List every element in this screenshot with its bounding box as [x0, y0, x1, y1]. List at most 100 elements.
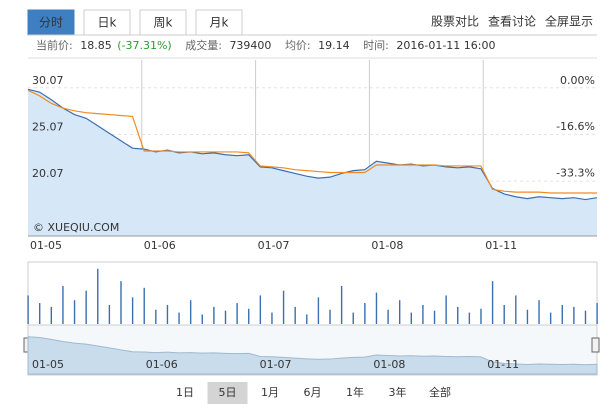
volume-bar [85, 290, 87, 324]
x-tick-label: 01-06 [144, 239, 176, 252]
y2-tick-label: -33.3% [556, 166, 595, 179]
volume-bar [306, 314, 308, 324]
volume-bar [236, 303, 238, 324]
volume-bar [364, 303, 366, 324]
info-label: 时间: [363, 39, 389, 52]
tab[interactable]: 分时 [39, 16, 63, 30]
volume-bar [526, 309, 529, 324]
volume-bar [213, 306, 215, 324]
volume-bar [248, 308, 250, 324]
volume-bar [329, 309, 331, 324]
volume-bar [445, 295, 447, 324]
volume-bar [120, 281, 122, 324]
x-tick-label: 01-05 [30, 239, 62, 252]
navigator-handle[interactable] [591, 337, 600, 353]
volume-bar [317, 297, 320, 324]
info-value: 739400 [229, 39, 271, 52]
volume-bar [433, 310, 436, 324]
tab-box[interactable] [27, 9, 75, 36]
volume-bar [352, 312, 354, 324]
volume-bar [468, 312, 471, 324]
volume-bar [573, 306, 575, 324]
info-value: 19.14 [318, 39, 350, 52]
price-line [27, 89, 597, 194]
link[interactable]: 查看讨论 [488, 15, 536, 29]
volume-bar [480, 308, 482, 324]
volume-bar [398, 300, 401, 324]
range-button[interactable]: 全部 [429, 385, 451, 399]
info-value: 2016-01-11 16:00 [396, 39, 495, 52]
info-label: 均价: [285, 39, 311, 52]
price-line [27, 88, 598, 201]
volume-bar [108, 304, 111, 324]
y2-tick-label: 0.00% [560, 74, 595, 87]
link[interactable]: 股票对比 [431, 15, 479, 29]
volume-bar [39, 303, 41, 324]
volume-bar [549, 312, 552, 324]
range-button[interactable]: 6月 [304, 386, 322, 399]
x-tick-label: 01-11 [485, 239, 517, 252]
volume-bar [340, 285, 343, 324]
navigator-label: 01-05 [32, 358, 64, 371]
volume-bar [422, 304, 424, 324]
tab[interactable]: 日k [98, 16, 117, 30]
volume-bar [282, 290, 285, 324]
volume-bar [50, 306, 53, 324]
volume-bar [143, 287, 145, 324]
range-button[interactable]: 1月 [261, 386, 279, 399]
volume-bar [131, 297, 134, 324]
volume-bar [387, 309, 389, 324]
navigator-area [27, 336, 598, 375]
volume-bar [457, 306, 459, 324]
volume-bar [155, 309, 157, 324]
volume-bar [73, 300, 76, 324]
info-label: 成交量: [185, 38, 222, 52]
y2-tick-label: -16.6% [556, 120, 595, 133]
tab[interactable]: 月k [210, 16, 229, 30]
volume-bar [201, 314, 203, 324]
info-label: 当前价: 18.85 (-37.31%) 成交量: 739400 均价: 19.… [36, 38, 496, 52]
tab-box[interactable] [195, 9, 243, 36]
navigator-label: 01-07 [260, 358, 292, 371]
volume-bar [178, 312, 180, 324]
volume-bar [259, 295, 262, 324]
info-value: 18.85 [80, 39, 112, 52]
volume-bar [189, 300, 192, 324]
x-tick-label: 01-08 [371, 239, 403, 252]
tab[interactable]: 周k [154, 16, 173, 30]
navigator-label: 01-11 [487, 358, 519, 371]
volume-bar [538, 300, 540, 324]
info-change: (-37.31%) [117, 39, 172, 52]
watermark: © XUEQIU.COM [33, 221, 119, 234]
volume-bar [515, 295, 517, 324]
volume-frame [27, 261, 598, 326]
volume-bar [584, 310, 587, 324]
range-button[interactable]: 1年 [346, 385, 364, 399]
volume-bar [166, 304, 169, 324]
volume-bar [27, 295, 29, 324]
tab-box[interactable] [83, 9, 131, 36]
y-tick-label: 25.07 [32, 120, 64, 133]
volume-bar [375, 292, 378, 324]
x-tick-label: 01-07 [258, 239, 290, 252]
volume-bar [491, 281, 494, 324]
link[interactable]: 全屏显示 [545, 14, 593, 29]
volume-bar [224, 310, 227, 324]
volume-bar [62, 285, 64, 324]
volume-bar [561, 304, 563, 324]
volume-bar [97, 268, 99, 324]
y-tick-label: 30.07 [32, 74, 64, 87]
navigator-label: 01-06 [146, 358, 178, 371]
price-area [28, 89, 597, 237]
range-button[interactable]: 1日 [176, 386, 194, 399]
info-label: 当前价: [36, 38, 73, 52]
range-button[interactable]: 3年 [389, 385, 407, 399]
volume-bar [294, 306, 296, 324]
volume-bar [596, 303, 598, 324]
volume-bar [503, 304, 505, 324]
navigator-label: 01-08 [373, 358, 405, 371]
y-tick-label: 20.07 [32, 167, 64, 180]
range-button[interactable]: 5日 [219, 386, 237, 399]
range-active [207, 382, 248, 404]
